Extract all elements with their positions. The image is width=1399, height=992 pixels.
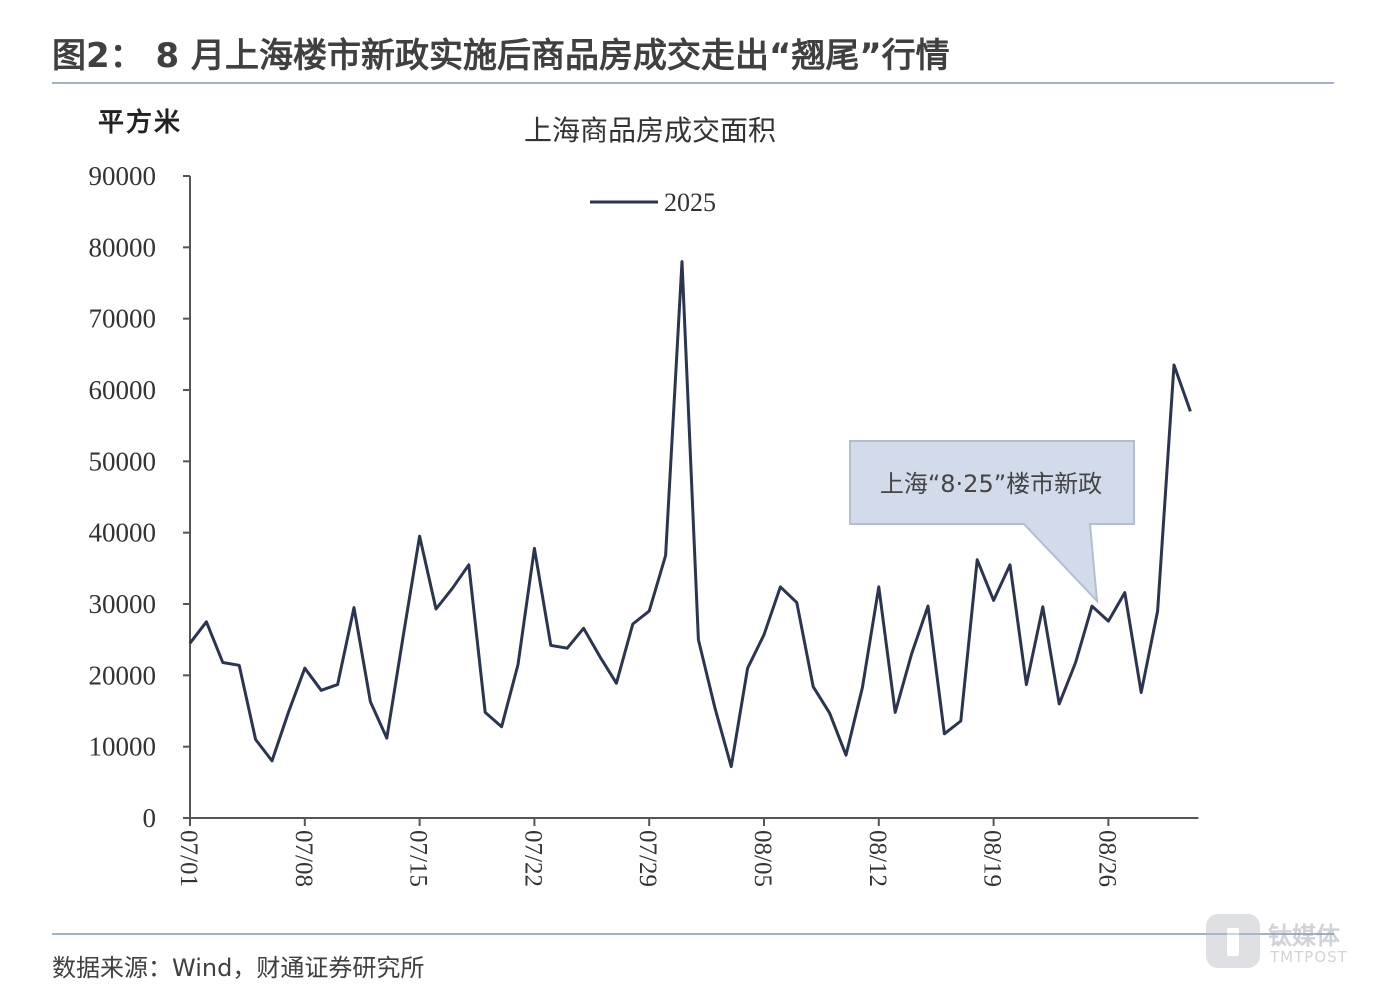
watermark-cn: 钛媒体: [1268, 922, 1340, 950]
figure-title: 图2： 8 月上海楼市新政实施后商品房成交走出“翘尾”行情: [52, 36, 950, 76]
y-tick-label: 60000: [89, 375, 157, 405]
y-tick-label: 50000: [89, 446, 157, 476]
x-tick-label: 08/26: [1093, 830, 1120, 887]
x-tick-label: 07/01: [175, 830, 202, 887]
x-tick-label: 08/05: [749, 830, 776, 887]
y-axis-unit-label: 平方米: [98, 108, 183, 138]
legend-label: 2025: [664, 188, 716, 217]
callout-box: [849, 440, 1135, 604]
y-tick-label: 80000: [89, 232, 157, 262]
x-tick-label: 08/19: [979, 830, 1006, 887]
x-axis: 07/01 07/08 07/15 07/22 07/29 08/05 08/12 08/19…: [175, 817, 1199, 887]
x-tick-label: 07/29: [634, 830, 661, 887]
x-tick-label: 07/22: [519, 830, 546, 887]
y-tick-label: 10000: [89, 732, 157, 762]
y-tick-label: 70000: [89, 304, 157, 334]
x-tick-label: 07/15: [405, 830, 432, 887]
annotation-callout: 上海“8·25”楼市新政: [849, 440, 1135, 604]
y-axis: 0 10000 20000 30000 40000 50000 60000 70000 8000…: [89, 161, 191, 833]
y-tick-label: 0: [143, 803, 157, 833]
callout-text: 上海“8·25”楼市新政: [880, 470, 1102, 498]
tmtpost-watermark: 钛媒体 TMTPOST: [1206, 914, 1356, 970]
series-line-2025: [188, 260, 1192, 769]
y-tick-label: 40000: [89, 518, 157, 548]
tmtpost-logo-icon: [1206, 914, 1260, 968]
chart-title: 上海商品房成交面积: [524, 115, 776, 147]
x-tick-label: 07/08: [290, 830, 317, 887]
x-tick-label: 08/12: [864, 830, 891, 887]
legend: 2025: [590, 188, 716, 217]
source-divider: [52, 933, 1334, 935]
title-divider: [52, 82, 1334, 84]
watermark-en: TMTPOST: [1270, 948, 1348, 966]
source-note: 数据来源：Wind，财通证券研究所: [52, 954, 425, 982]
y-tick-label: 90000: [89, 161, 157, 191]
y-tick-label: 20000: [89, 660, 157, 690]
y-tick-label: 30000: [89, 589, 157, 619]
